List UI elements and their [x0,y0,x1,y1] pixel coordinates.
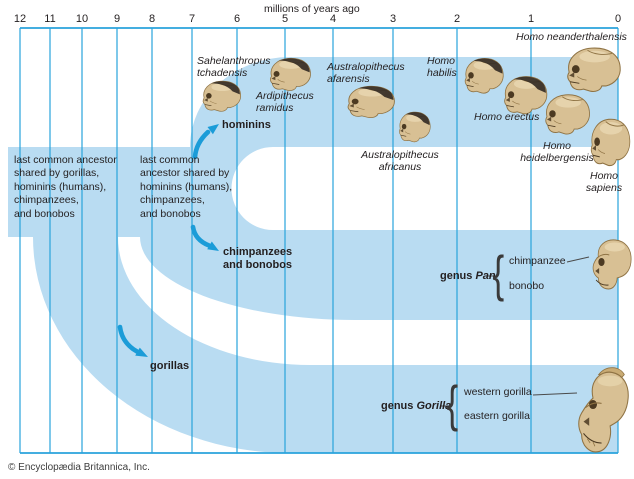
label-homo-neanderthalensis: Homo neanderthalensis [516,31,627,43]
arrow-chimpanzees [190,224,219,251]
brace-genus-pan: { [492,246,505,302]
note-last-common-ancestor-all: last common ancestor shared by gorillas,… [14,154,117,220]
label-ardipithecus-ramidus: Ardipithecus ramidus [256,90,314,115]
tick-5: 5 [281,13,289,25]
label-eastern-gorilla: eastern gorilla [464,410,530,422]
label-bonobo: bonobo [509,280,545,292]
branch-label-hominins: hominins [222,119,271,131]
genus-pan-prefix: genus [440,270,476,282]
tick-9: 9 [113,13,121,25]
tick-2: 2 [453,13,461,25]
tick-0: 0 [614,13,622,25]
tick-1: 1 [527,13,535,25]
label-genus-pan: genus Pan [440,270,496,282]
label-sahelanthropus-tchadensis: Sahelanthropus tchadensis [197,55,271,80]
genus-gorilla-name: Gorilla [416,400,452,412]
tick-8: 8 [148,13,156,25]
label-homo-habilis: Homo habilis [427,55,457,80]
label-homo-erectus: Homo erectus [474,111,540,123]
tick-11: 11 [44,13,56,25]
arrow-hominins [192,124,219,160]
brace-genus-gorilla: { [446,376,459,432]
tick-4: 4 [329,13,337,25]
tick-6: 6 [233,13,241,25]
branch-label-gorillas: gorillas [150,360,190,372]
note-last-common-ancestor-hominin: last common ancestor shared by hominins … [140,154,233,220]
genus-gorilla-prefix: genus [381,400,417,412]
label-chimpanzee: chimpanzee [509,255,566,267]
copyright-credit: © Encyclopædia Britannica, Inc. [8,462,150,473]
branch-label-chimpanzees: chimpanzees and bonobos [223,246,293,271]
tick-10: 10 [75,13,89,25]
genus-pan-name: Pan [475,270,496,282]
label-western-gorilla: western gorilla [464,386,532,398]
tick-12: 12 [13,13,27,25]
label-australopithecus-afarensis: Australopithecus afarensis [327,61,405,86]
label-australopithecus-africanus: Australopithecus africanus [361,149,439,174]
connector-lines [441,256,590,407]
axis-title: millions of years ago [264,3,360,15]
lineage-tree-shape [8,57,618,453]
label-genus-gorilla: genus Gorilla [381,400,451,412]
tick-3: 3 [389,13,397,25]
label-homo-heidelbergensis: Homo heidelbergensis [520,140,594,165]
tick-7: 7 [188,13,196,25]
arrow-gorillas [117,324,148,357]
label-homo-sapiens: Homo sapiens [585,170,623,195]
